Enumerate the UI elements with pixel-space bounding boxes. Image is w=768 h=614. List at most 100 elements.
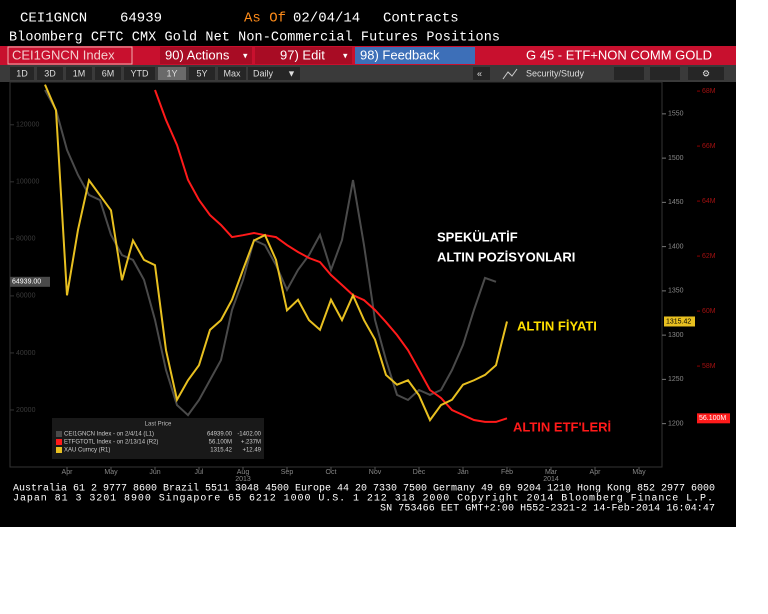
last-value-label: 1315.42	[666, 318, 691, 325]
feedback-button[interactable]	[355, 47, 475, 64]
x-tick-label: Jan	[457, 469, 468, 476]
lines	[44, 84, 508, 423]
x-year-label: 2013	[235, 476, 251, 483]
y-tick-label: 80000	[16, 236, 36, 243]
x-tick-label: Apr	[590, 469, 602, 476]
chart-title: Bloomberg CFTC CMX Gold Net Non-Commerci…	[9, 31, 500, 46]
tool-button[interactable]	[614, 67, 644, 80]
x-tick-label: Mar	[545, 469, 558, 476]
period-button[interactable]	[218, 67, 246, 80]
as-of-date: 02/04/14	[293, 11, 360, 27]
function-name: G 45 - ETF+NON COMM GOLD	[526, 47, 712, 62]
period-button[interactable]	[37, 67, 63, 80]
period-button[interactable]	[95, 67, 121, 80]
y2-tick-label: 1350	[668, 288, 684, 295]
gear-icon: ⚙	[702, 68, 710, 78]
legend	[52, 418, 264, 459]
x-tick-label: Oct	[326, 469, 337, 476]
last-value-tag	[697, 413, 730, 424]
x-tick-label: Nov	[369, 469, 382, 476]
y2-tick-label: 1400	[668, 243, 684, 250]
actions-button[interactable]	[160, 47, 252, 64]
series-line	[44, 84, 508, 423]
period-label: 1Y	[166, 68, 177, 78]
unit: Contracts	[383, 11, 459, 27]
annotation: ALTIN ETF'LERİ	[513, 419, 611, 434]
last-value-tag	[664, 316, 695, 327]
y2-tick-label: 1300	[668, 332, 684, 339]
legend-last: 56.100M	[209, 440, 232, 446]
x-year-label: 2014	[543, 476, 559, 483]
period-label: 3D	[44, 68, 56, 78]
y3-tick-label: 62M	[702, 253, 716, 260]
dropdown-arrow: ▾	[243, 50, 248, 60]
security-study[interactable]: Security/Study	[526, 68, 585, 78]
annotation: SPEKÜLATİF	[437, 229, 518, 244]
x-tick-label: Sep	[281, 469, 294, 476]
x-tick-label: Aug	[237, 469, 250, 476]
legend-swatch	[56, 447, 62, 453]
y-tick-label: 20000	[16, 407, 36, 414]
period-label: YTD	[131, 68, 150, 78]
feedback: 98) Feedback	[360, 47, 440, 62]
period-button[interactable]	[158, 67, 186, 80]
period-label: Max	[223, 68, 241, 78]
legend-change: -1402.00	[237, 432, 261, 438]
period-button[interactable]	[189, 67, 215, 80]
period-label: 5Y	[196, 68, 207, 78]
dropdown-arrow: ▼	[287, 68, 296, 78]
series-line	[44, 89, 497, 417]
y2-tick-label: 1550	[668, 111, 684, 118]
axes: 20000 40000 60000 80000 100000 120000 1200 1250…	[10, 88, 730, 483]
y3-tick-label: 58M	[702, 363, 716, 370]
period-label: 1M	[73, 68, 86, 78]
actions: 90) Actions	[165, 47, 230, 62]
legend-title: Last Price	[145, 422, 172, 428]
ticker: CEI1GNCN	[20, 11, 87, 27]
frequency-button[interactable]	[248, 67, 300, 80]
as-of-label: As Of	[244, 11, 286, 27]
legend-label: XAU Curncy (R1)	[64, 448, 110, 454]
settings-button[interactable]	[688, 67, 724, 80]
y3-tick-label: 64M	[702, 198, 716, 205]
series-line	[154, 89, 508, 423]
last-value-label: 56.100M	[699, 415, 726, 422]
y-tick-label: 40000	[16, 350, 36, 357]
x-tick-label: May	[104, 469, 118, 476]
period-button[interactable]	[10, 67, 34, 80]
x-tick-label: Jun	[149, 469, 160, 476]
y-tick-label: 60000	[16, 293, 36, 300]
footer-line: Japan 81 3 3201 8900 Singapore 65 6212 1…	[13, 493, 713, 505]
frequency: Daily	[253, 68, 274, 78]
period-button[interactable]	[66, 67, 92, 80]
y2-tick-label: 1450	[668, 199, 684, 206]
dropdown-arrow: ▾	[343, 50, 348, 60]
collapse-button[interactable]	[473, 67, 490, 80]
x-tick-label: Jul	[195, 469, 204, 476]
security: CEI1GNCN Index	[12, 47, 115, 62]
study-icon	[502, 68, 518, 80]
legend-last: 1315.42	[210, 448, 232, 454]
period-label: 6M	[102, 68, 115, 78]
legend-entries: CEI1GNCN Index - on 2/4/14 (L1) 64939.00-…	[56, 431, 262, 454]
period-button[interactable]	[124, 67, 155, 80]
tool-button[interactable]	[650, 67, 680, 80]
x-tick-label: Apr	[62, 469, 74, 476]
legend-swatch	[56, 431, 62, 437]
legend-label: ETFGTOTL Index - on 2/13/14 (R2)	[64, 440, 158, 446]
legend-label: CEI1GNCN Index - on 2/4/14 (L1)	[64, 432, 154, 438]
last-value-label: 64939.00	[12, 279, 41, 286]
security-box[interactable]	[7, 46, 133, 65]
annotation: ALTIN FİYATI	[517, 318, 597, 333]
edit: 97) Edit	[280, 47, 325, 62]
edit-button[interactable]	[255, 47, 352, 64]
period-buttons: 1D 3D 1M 6M YTD 1Y 5Y Max	[10, 67, 246, 80]
period-label: 1D	[16, 68, 28, 78]
legend-change: +12.49	[242, 448, 261, 454]
legend-change: +.237M	[241, 440, 261, 446]
y-tick-label: 100000	[16, 179, 39, 186]
annotation: ALTIN POZİSYONLARI	[437, 249, 575, 264]
plot-area	[9, 81, 663, 468]
